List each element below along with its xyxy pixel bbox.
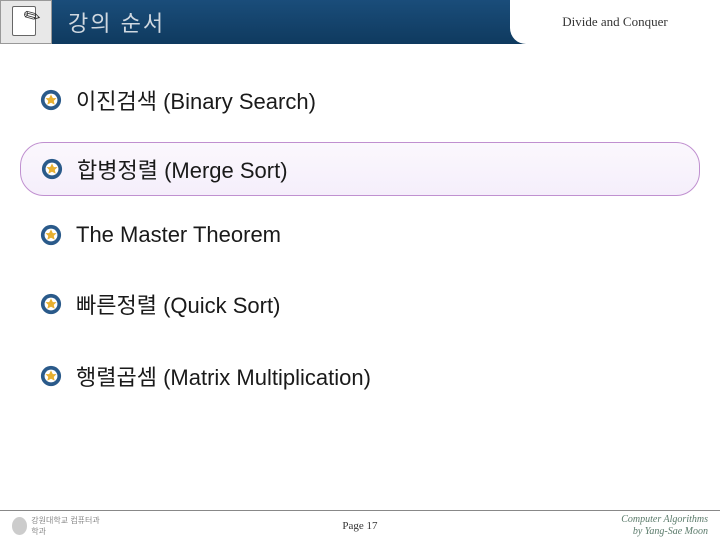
- footer-logo: 강원대학교 컴퓨터과학과: [12, 515, 102, 537]
- header-bar: 강의 순서 Divide and Conquer: [0, 0, 720, 44]
- content-list: 이진검색 (Binary Search) 합병정렬 (Merge Sort) T…: [0, 70, 720, 418]
- page-number: Page 17: [342, 520, 377, 532]
- header-subtitle: Divide and Conquer: [562, 14, 667, 30]
- item-label: 이진검색 (Binary Search): [76, 84, 316, 116]
- list-item: 빠른정렬 (Quick Sort): [30, 274, 690, 334]
- bullet-icon: [40, 293, 62, 315]
- list-item: The Master Theorem: [30, 208, 690, 262]
- slide-title: 강의 순서: [68, 6, 165, 38]
- footer-credit: Computer Algorithms by Yang-Sae Moon: [621, 514, 708, 538]
- credit-line-2: by Yang-Sae Moon: [621, 526, 708, 538]
- bullet-icon: [41, 158, 63, 180]
- list-item: 행렬곱셈 (Matrix Multiplication): [30, 346, 690, 406]
- item-label: 행렬곱셈 (Matrix Multiplication): [76, 360, 371, 392]
- item-label: The Master Theorem: [76, 222, 281, 248]
- footer-logo-text: 강원대학교 컴퓨터과학과: [31, 515, 102, 537]
- bullet-icon: [40, 365, 62, 387]
- credit-line-1: Computer Algorithms: [621, 514, 708, 526]
- notebook-icon: [0, 0, 52, 44]
- bullet-icon: [40, 89, 62, 111]
- list-item: 이진검색 (Binary Search): [30, 70, 690, 130]
- bullet-icon: [40, 224, 62, 246]
- header-right-tab: Divide and Conquer: [510, 0, 720, 44]
- university-seal-icon: [12, 517, 27, 535]
- footer: 강원대학교 컴퓨터과학과 Page 17 Computer Algorithms…: [0, 510, 720, 540]
- item-label: 빠른정렬 (Quick Sort): [76, 288, 280, 320]
- item-label: 합병정렬 (Merge Sort): [77, 153, 288, 185]
- list-item: 합병정렬 (Merge Sort): [20, 142, 700, 196]
